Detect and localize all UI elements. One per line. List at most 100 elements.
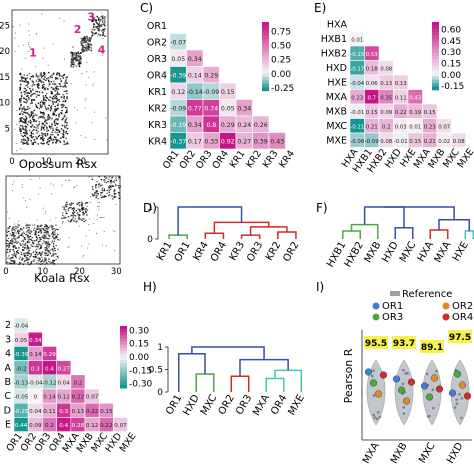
col-label-or3: OR3 (194, 148, 215, 171)
opossum-point (25, 127, 27, 129)
opossum-point (24, 101, 26, 104)
koala-point (61, 212, 64, 214)
opossum-point (43, 74, 45, 77)
koala-point (40, 233, 42, 235)
opossum-point (24, 91, 27, 93)
koala-point (72, 216, 74, 218)
opossum-point (101, 34, 104, 37)
koala-point (38, 257, 41, 259)
koala-point (57, 248, 59, 250)
opossum-point (28, 30, 30, 32)
koala-point (23, 255, 26, 257)
koala-point (39, 177, 41, 179)
koala-point (6, 239, 8, 242)
koala-point (82, 256, 84, 258)
opossum-point (63, 140, 65, 142)
koala-point (86, 202, 88, 204)
opossum-point (91, 16, 93, 19)
koala-point (38, 193, 40, 195)
opossum-point (50, 91, 52, 93)
koala-point (36, 238, 39, 240)
opossum-point (59, 85, 61, 87)
series-point (420, 382, 429, 390)
opossum-point (30, 125, 32, 128)
opossum-point (24, 121, 27, 123)
opossum-point (37, 83, 40, 85)
heatmap-cell-value: 0.44 (15, 423, 28, 429)
koala-point (21, 257, 24, 259)
koala-point (71, 207, 74, 210)
koala-point (49, 225, 51, 227)
koala-point (46, 245, 48, 247)
koala-point (27, 246, 29, 248)
heatmap-cell-value: 0.4 (45, 366, 54, 372)
opossum-point (62, 136, 64, 138)
heatmap-cell-value: 0.27 (57, 366, 70, 372)
opossum-point (44, 133, 46, 135)
koala-point (47, 241, 50, 243)
opossum-point (101, 12, 103, 14)
koala-point (98, 201, 100, 203)
opossum-point (43, 88, 46, 90)
koala-point (30, 254, 33, 256)
koala-point (51, 226, 53, 228)
koala-point (44, 226, 46, 228)
opossum-point (55, 89, 58, 91)
koala-point (40, 232, 43, 234)
koala-point (90, 196, 92, 198)
opossum-point (35, 120, 37, 122)
category-label-hxd: HXD (445, 441, 466, 466)
opossum-point (37, 143, 39, 145)
opossum-point (51, 139, 53, 141)
koala-point (60, 238, 62, 240)
opossum-point (66, 143, 68, 145)
opossum-point (85, 47, 87, 50)
koala-point (24, 255, 26, 257)
opossum-point (18, 45, 20, 47)
colorbar-tick: -0.25 (271, 84, 294, 94)
row-axis-label: D (4, 405, 11, 416)
koala-point (49, 249, 51, 251)
opossum-point (80, 57, 82, 60)
opossum-point (23, 74, 25, 76)
opossum-point (104, 20, 106, 22)
reference-point (426, 415, 430, 418)
opossum-point (43, 86, 45, 88)
opossum-point (20, 105, 22, 107)
koala-point (49, 219, 51, 221)
koala-point (94, 185, 97, 187)
opossum-point (52, 103, 54, 105)
heatmap-cell-value: 0.2 (45, 423, 54, 429)
koala-point (27, 252, 30, 254)
koala-point (77, 208, 79, 210)
opossum-point (46, 119, 49, 121)
opossum-point (70, 52, 72, 54)
dendrogram-link (277, 231, 297, 239)
opossum-point (47, 79, 50, 82)
opossum-point (22, 121, 24, 123)
opossum-point (78, 61, 80, 63)
koala-point (48, 238, 50, 240)
opossum-point (35, 80, 38, 82)
koala-point (39, 247, 42, 250)
colorbar-segment (432, 42, 439, 47)
opossum-point (41, 86, 44, 88)
opossum-point (37, 102, 40, 105)
heatmap-cell-value: 0.04 (29, 409, 42, 415)
koala-point (37, 241, 40, 243)
opossum-block-annotation: 3 (87, 10, 95, 23)
opossum-point (35, 129, 38, 132)
opossum-point (62, 129, 65, 132)
opossum-point (44, 121, 46, 123)
opossum-point (43, 101, 46, 104)
opossum-point (20, 117, 22, 119)
koala-point (48, 234, 51, 237)
heatmap-cell (113, 417, 128, 432)
koala-point (83, 218, 85, 220)
dendrogram-y-tick-label: 1 (157, 343, 163, 353)
koala-point (61, 217, 63, 219)
opossum-point (45, 99, 47, 102)
opossum-point (94, 28, 96, 31)
koala-point (39, 261, 41, 263)
koala-point (73, 208, 75, 211)
